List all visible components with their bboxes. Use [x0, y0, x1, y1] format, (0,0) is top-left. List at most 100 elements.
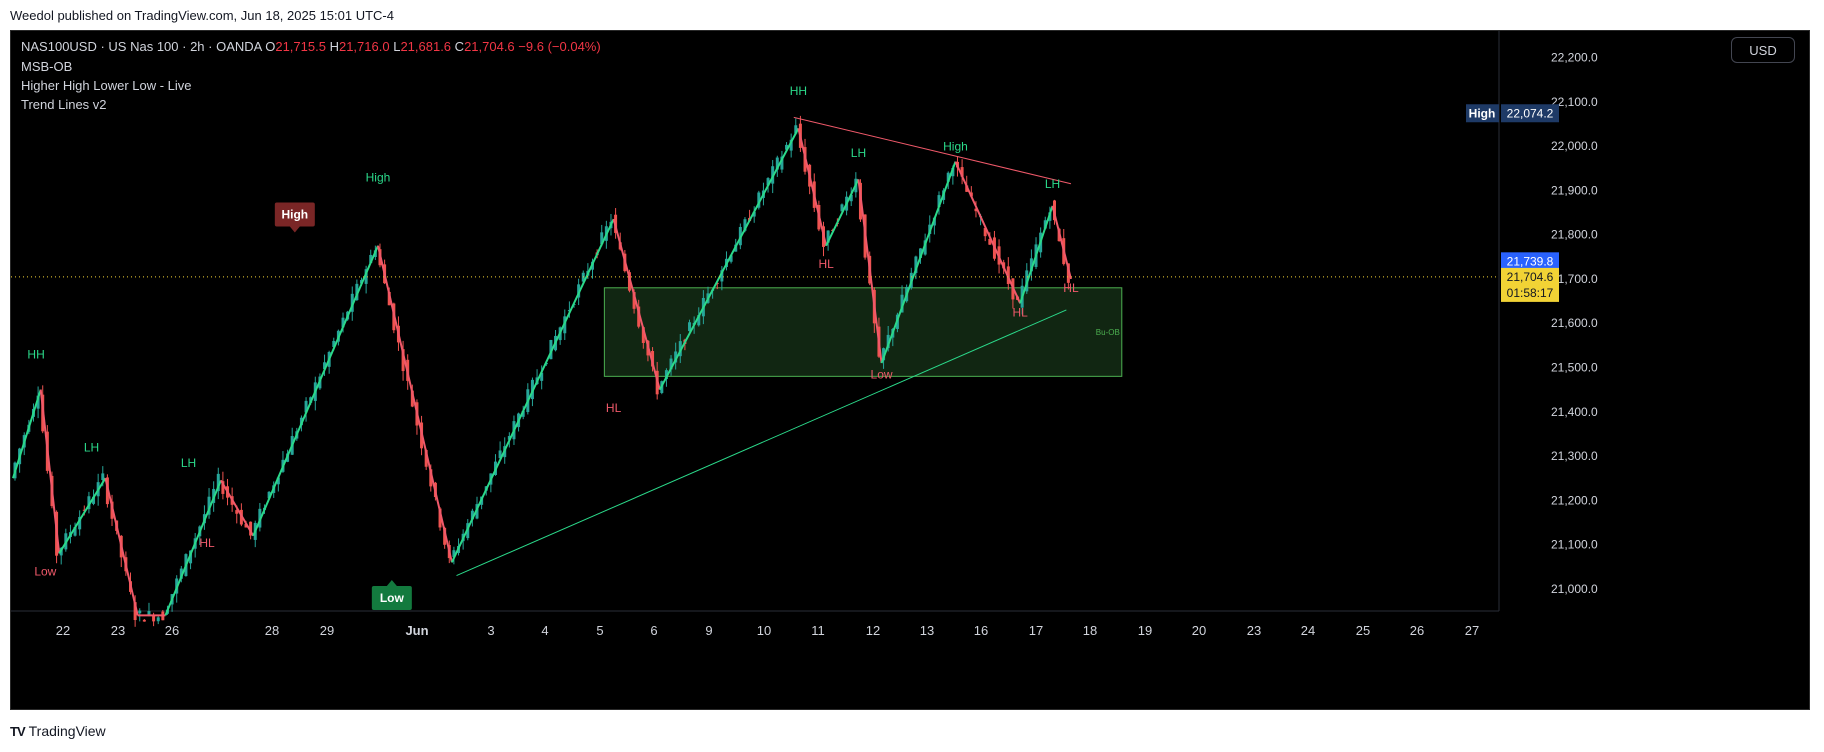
candle-body — [179, 568, 183, 579]
y-tick-label: 22,000.0 — [1551, 139, 1598, 153]
y-tick-label: 21,100.0 — [1551, 538, 1598, 552]
change-value: −9.6 (−0.04%) — [518, 39, 601, 54]
price-chart[interactable]: 21,000.0 21,100.0 21,200.0 21,300.0 21,400.0… — [11, 31, 1810, 710]
alert-price-label: 21,739.8 — [1507, 254, 1554, 268]
zigzag-segment — [220, 479, 255, 537]
candle-body — [424, 450, 428, 467]
zigzag-segment — [857, 179, 883, 364]
chart-panel[interactable]: 21,000.0 21,100.0 21,200.0 21,300.0 21,400.0… — [10, 30, 1810, 710]
candle-body — [641, 327, 645, 343]
bar-countdown-label: 01:58:17 — [1507, 286, 1554, 300]
candle-body — [350, 293, 354, 312]
candle-body — [669, 358, 673, 370]
high-value: 21,716.0 — [338, 39, 390, 54]
candle-body — [637, 306, 641, 327]
pivot-label: LH — [181, 456, 196, 470]
candle-body — [498, 450, 502, 459]
candle-body — [664, 370, 668, 380]
candle-body — [937, 195, 941, 208]
candle-body — [974, 208, 978, 212]
candle-body — [244, 523, 248, 528]
pivot-label: HL — [606, 401, 622, 415]
candle-body — [156, 617, 160, 622]
pivot-label: Low — [34, 565, 56, 579]
x-tick-label: 29 — [320, 623, 334, 638]
candle-body — [960, 167, 964, 177]
candle-body — [387, 291, 391, 306]
y-tick-label: 21,600.0 — [1551, 316, 1598, 330]
pivot-label: Low — [871, 368, 893, 382]
zigzag-segment — [880, 161, 957, 364]
candle-body — [235, 510, 239, 514]
footer-brand[interactable]: TV TradingView — [10, 723, 106, 739]
open-value: 21,715.5 — [275, 39, 326, 54]
x-tick-label: 3 — [487, 623, 494, 638]
candle-body — [410, 390, 414, 407]
candle-body — [133, 602, 137, 621]
candle-body — [951, 168, 955, 177]
currency-button[interactable]: USD — [1731, 37, 1795, 63]
y-tick-label: 21,400.0 — [1551, 405, 1598, 419]
symbol-name[interactable]: NAS100USD · US Nas 100 · 2h · OANDA — [21, 39, 262, 54]
pivot-label: HL — [818, 257, 834, 271]
pivot-label: HL — [1063, 281, 1079, 295]
x-tick-label: 23 — [1247, 623, 1261, 638]
candle-body — [651, 351, 655, 367]
candle-body — [304, 400, 308, 413]
pivot-box-pointer — [289, 226, 300, 233]
y-tick-label: 21,700.0 — [1551, 272, 1598, 286]
candle-body — [355, 283, 359, 301]
candle-body — [1066, 263, 1070, 283]
high-tag-label: High — [1469, 106, 1496, 120]
symbol-legend[interactable]: NAS100USD · US Nas 100 · 2h · OANDA O21,… — [21, 39, 601, 54]
candle-body — [216, 473, 220, 492]
x-tick-label: 22 — [56, 623, 70, 638]
zigzag-segment — [797, 128, 828, 246]
candle-body — [540, 372, 544, 381]
candle-body — [142, 619, 146, 622]
candle-body — [780, 156, 784, 170]
x-tick-label: 6 — [650, 623, 657, 638]
x-tick-label: 27 — [1465, 623, 1479, 638]
candle-body — [923, 240, 927, 255]
trend-line — [793, 116, 1072, 185]
pivot-label: LH — [84, 441, 99, 455]
y-tick-label: 21,500.0 — [1551, 360, 1598, 374]
y-tick-label: 22,200.0 — [1551, 51, 1598, 65]
pivot-box — [274, 202, 315, 227]
candle-body — [775, 157, 779, 170]
candle-body — [82, 509, 86, 511]
zigzag-segment — [658, 127, 800, 391]
zigzag-segment — [612, 218, 661, 390]
candle-body — [1029, 258, 1033, 272]
indicator-hhll[interactable]: Higher High Lower Low - Live — [21, 78, 192, 93]
candle-body — [332, 340, 336, 348]
order-block-zone — [603, 287, 1123, 377]
high-value-label: 22,074.2 — [1507, 106, 1554, 120]
x-tick-label: 17 — [1029, 623, 1043, 638]
candle-body — [789, 139, 793, 151]
zigzag-segment — [104, 477, 139, 616]
candle-body — [632, 292, 636, 309]
zigzag-segment — [377, 245, 453, 563]
candle-body — [688, 322, 692, 332]
current-price-box — [1501, 267, 1559, 302]
indicator-trend-lines[interactable]: Trend Lines v2 — [21, 97, 107, 112]
tradingview-brand: TradingView — [28, 723, 106, 739]
y-tick-label: 21,300.0 — [1551, 449, 1598, 463]
pivot-box-label: Low — [380, 591, 405, 605]
candle-body — [249, 521, 253, 536]
pivot-label: HL — [199, 536, 215, 550]
x-tick-label: 9 — [705, 623, 712, 638]
x-tick-label: 16 — [974, 623, 988, 638]
indicator-msb-ob[interactable]: MSB-OB — [21, 59, 73, 74]
candle-body — [600, 232, 604, 245]
x-tick-label: Jun — [405, 623, 428, 638]
x-tick-label: 5 — [596, 623, 603, 638]
candle-body — [138, 610, 142, 614]
candle-body — [507, 435, 511, 440]
pivot-label: High — [943, 140, 968, 154]
candle-body — [73, 527, 77, 536]
low-label: L — [393, 39, 401, 54]
x-tick-label: 26 — [1410, 623, 1424, 638]
